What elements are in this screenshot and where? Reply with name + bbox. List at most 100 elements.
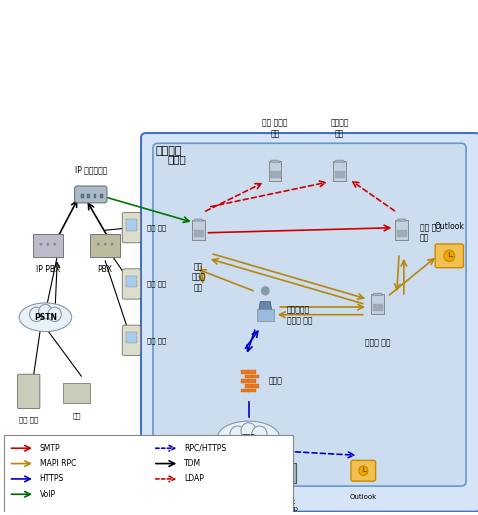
- FancyBboxPatch shape: [269, 161, 281, 181]
- Text: HTTPS: HTTPS: [40, 474, 64, 484]
- Text: 팩스 파트너
서버: 팩스 파트너 서버: [262, 118, 288, 138]
- FancyBboxPatch shape: [4, 435, 293, 513]
- Text: 인터넷: 인터넷: [241, 433, 256, 442]
- Polygon shape: [270, 160, 280, 162]
- Circle shape: [230, 426, 245, 442]
- FancyBboxPatch shape: [335, 173, 345, 176]
- FancyBboxPatch shape: [126, 332, 137, 344]
- FancyBboxPatch shape: [397, 232, 407, 234]
- FancyBboxPatch shape: [397, 230, 407, 232]
- Circle shape: [40, 243, 42, 246]
- Circle shape: [48, 307, 61, 321]
- FancyBboxPatch shape: [241, 389, 249, 392]
- Text: 디렉터리
서버: 디렉터리 서버: [330, 118, 348, 138]
- Text: IP 게이트웨이: IP 게이트웨이: [75, 166, 107, 175]
- Text: RPC/HTTPS: RPC/HTTPS: [184, 444, 226, 453]
- Text: 방화벽: 방화벽: [269, 376, 282, 386]
- FancyBboxPatch shape: [245, 374, 252, 379]
- FancyBboxPatch shape: [257, 308, 274, 321]
- Text: Exchange
ActiveSync: Exchange ActiveSync: [179, 499, 217, 512]
- FancyBboxPatch shape: [333, 161, 346, 181]
- FancyBboxPatch shape: [335, 176, 345, 178]
- Text: TDM: TDM: [184, 459, 201, 468]
- Text: Outlook: Outlook: [435, 222, 464, 231]
- Text: 내부 전화: 내부 전화: [147, 225, 166, 231]
- Circle shape: [104, 243, 107, 246]
- FancyBboxPatch shape: [395, 220, 408, 240]
- Text: PSTN: PSTN: [34, 313, 57, 322]
- Circle shape: [444, 250, 455, 262]
- Polygon shape: [334, 160, 345, 162]
- FancyBboxPatch shape: [194, 232, 204, 234]
- Text: 내부 전화: 내부 전화: [147, 337, 166, 344]
- FancyBboxPatch shape: [248, 380, 256, 383]
- Circle shape: [261, 287, 269, 295]
- FancyBboxPatch shape: [192, 220, 205, 240]
- Text: 허브 전송
서버: 허브 전송 서버: [420, 223, 441, 243]
- Bar: [81, 194, 84, 198]
- FancyBboxPatch shape: [122, 269, 141, 299]
- Text: 통합
메시징
서버: 통합 메시징 서버: [191, 262, 206, 292]
- Circle shape: [97, 243, 99, 246]
- FancyBboxPatch shape: [90, 234, 120, 258]
- Text: LDAP: LDAP: [184, 474, 204, 484]
- Circle shape: [30, 307, 43, 321]
- Text: 포리스트: 포리스트: [155, 146, 182, 156]
- FancyBboxPatch shape: [373, 304, 383, 306]
- FancyBboxPatch shape: [141, 133, 478, 512]
- FancyBboxPatch shape: [122, 325, 141, 355]
- Text: 사서함 서버: 사서함 서버: [365, 338, 391, 347]
- FancyBboxPatch shape: [351, 460, 376, 481]
- FancyBboxPatch shape: [153, 143, 466, 486]
- FancyBboxPatch shape: [373, 308, 383, 311]
- FancyBboxPatch shape: [271, 173, 281, 176]
- FancyBboxPatch shape: [373, 306, 383, 308]
- Text: Outlook: Outlook: [349, 494, 377, 500]
- FancyBboxPatch shape: [371, 294, 384, 315]
- FancyBboxPatch shape: [248, 389, 256, 392]
- Text: PBX: PBX: [98, 265, 113, 274]
- Circle shape: [241, 423, 256, 439]
- FancyBboxPatch shape: [194, 234, 204, 236]
- Bar: [100, 194, 102, 198]
- FancyBboxPatch shape: [241, 370, 249, 373]
- Ellipse shape: [217, 421, 280, 454]
- Circle shape: [252, 426, 267, 442]
- Text: VoIP: VoIP: [40, 490, 56, 499]
- Bar: [87, 194, 90, 198]
- FancyBboxPatch shape: [122, 213, 141, 243]
- Bar: [281, 481, 283, 485]
- FancyBboxPatch shape: [245, 384, 252, 388]
- FancyBboxPatch shape: [251, 374, 259, 379]
- Text: 내부 전화: 내부 전화: [147, 281, 166, 287]
- FancyBboxPatch shape: [268, 464, 296, 483]
- FancyBboxPatch shape: [195, 460, 211, 492]
- FancyBboxPatch shape: [435, 244, 464, 268]
- Bar: [94, 194, 97, 198]
- Text: 팩스: 팩스: [72, 413, 81, 419]
- FancyBboxPatch shape: [126, 276, 137, 287]
- FancyBboxPatch shape: [251, 384, 259, 388]
- Polygon shape: [372, 293, 383, 295]
- FancyBboxPatch shape: [198, 467, 208, 478]
- FancyBboxPatch shape: [126, 219, 137, 231]
- Circle shape: [46, 243, 49, 246]
- FancyBboxPatch shape: [194, 230, 204, 232]
- Text: MAPI RPC: MAPI RPC: [40, 459, 76, 468]
- Polygon shape: [193, 219, 204, 221]
- FancyBboxPatch shape: [271, 171, 281, 174]
- Circle shape: [358, 466, 368, 476]
- Text: SMTP: SMTP: [40, 444, 60, 453]
- Circle shape: [54, 243, 56, 246]
- FancyBboxPatch shape: [241, 380, 249, 383]
- Ellipse shape: [19, 303, 72, 332]
- Polygon shape: [396, 219, 407, 221]
- Text: 클라이언트
액세스 서버: 클라이언트 액세스 서버: [287, 305, 312, 325]
- FancyBboxPatch shape: [33, 234, 63, 258]
- FancyBboxPatch shape: [18, 374, 40, 409]
- FancyBboxPatch shape: [397, 234, 407, 236]
- Text: 외부 전화: 외부 전화: [19, 416, 38, 423]
- Polygon shape: [259, 302, 272, 313]
- FancyBboxPatch shape: [335, 171, 345, 174]
- FancyBboxPatch shape: [271, 176, 281, 178]
